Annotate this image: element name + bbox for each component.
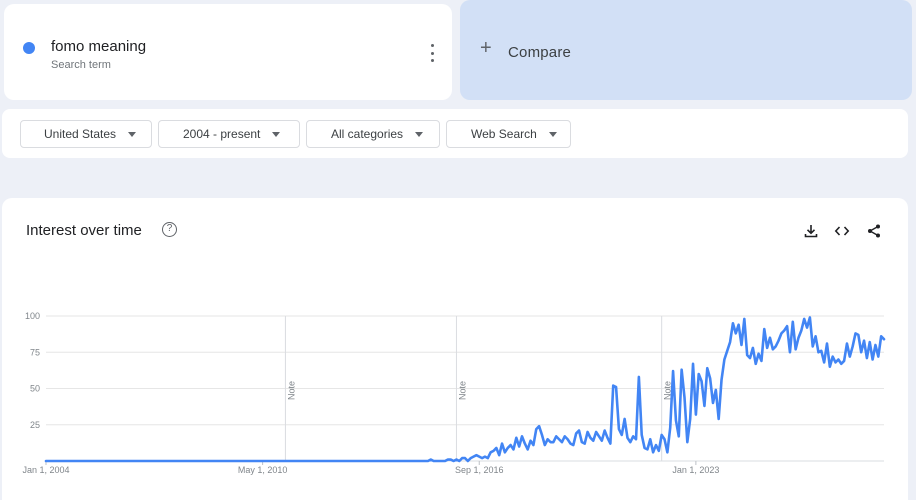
x-tick-label: Jan 1, 2023: [672, 465, 719, 475]
more-options-icon[interactable]: [426, 44, 438, 62]
region-filter[interactable]: United States: [20, 120, 152, 148]
plus-icon: +: [480, 37, 492, 59]
embed-icon[interactable]: [834, 223, 850, 239]
help-icon[interactable]: ?: [162, 222, 177, 237]
y-tick-label: 100: [25, 311, 40, 321]
term-subtitle: Search term: [51, 59, 111, 71]
x-tick-label: Jan 1, 2004: [22, 465, 69, 475]
chevron-down-icon: [415, 131, 424, 137]
search-type-filter-label: Web Search: [471, 127, 537, 141]
y-tick-label: 25: [30, 420, 40, 430]
category-filter-label: All categories: [331, 127, 404, 141]
chevron-down-icon: [548, 131, 557, 137]
term-name[interactable]: fomo meaning: [51, 38, 147, 55]
category-filter[interactable]: All categories: [306, 120, 440, 148]
time-range-filter[interactable]: 2004 - present: [158, 120, 300, 148]
chevron-down-icon: [272, 131, 281, 137]
note-label: Note: [286, 381, 296, 400]
region-filter-label: United States: [44, 127, 117, 141]
y-tick-label: 75: [30, 347, 40, 357]
x-tick-label: Sep 1, 2016: [455, 465, 504, 475]
chevron-down-icon: [128, 131, 137, 137]
interest-over-time-card: Interest over time ?: [2, 198, 908, 500]
time-range-filter-label: 2004 - present: [183, 127, 261, 141]
chart-title: Interest over time: [26, 222, 142, 239]
filter-bar: United States 2004 - present All categor…: [2, 109, 908, 158]
compare-label: Compare: [508, 44, 572, 61]
note-label: Note: [457, 381, 467, 400]
compare-button[interactable]: + Compare: [460, 0, 912, 100]
x-tick-label: May 1, 2010: [238, 465, 288, 475]
series-line: [44, 316, 886, 463]
download-icon[interactable]: [803, 223, 819, 239]
search-term-card[interactable]: fomo meaning Search term: [4, 4, 452, 100]
search-type-filter[interactable]: Web Search: [446, 120, 571, 148]
term-color-dot: [23, 42, 35, 54]
y-tick-label: 50: [30, 384, 40, 394]
note-label: Note: [663, 381, 673, 400]
share-icon[interactable]: [866, 223, 882, 239]
